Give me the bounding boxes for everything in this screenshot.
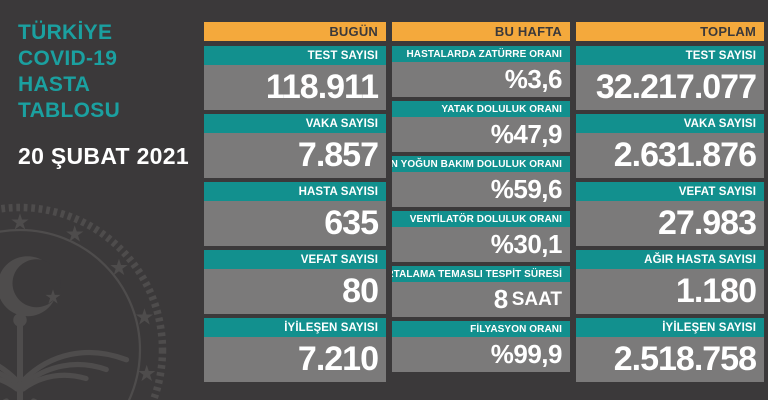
stat-value-box: 635 [204, 201, 386, 246]
stat-value: %59,6 [490, 174, 563, 204]
svg-text:★: ★ [10, 209, 30, 235]
column-header: BU HAFTA [392, 22, 570, 41]
stat-value-box: 118.911 [204, 65, 386, 110]
stat-value-box: 7.857 [204, 133, 386, 178]
stat-card: TEST SAYISI 32.217.077 [576, 46, 764, 110]
health-ministry-logo-icon: ★ ★ ★ ★ ★ ★ ★ ★ ★ ★ ★ [0, 203, 167, 400]
stat-value-box: %99,9 [392, 337, 570, 372]
stat-value-box: 7.210 [204, 337, 386, 382]
stat-value-box: %59,6 [392, 172, 570, 207]
stat-value: 118.911 [265, 68, 379, 106]
stat-label: FİLYASYON ORANI [392, 321, 570, 337]
stat-value: 7.210 [297, 340, 379, 378]
stat-value-box: 1.180 [576, 269, 764, 314]
stat-value: 80 [342, 272, 379, 310]
title-line: HASTA [18, 73, 91, 96]
stat-label: HASTA SAYISI [204, 182, 386, 201]
title-line: COVID-19 [18, 47, 118, 70]
stat-value-box: 2.518.758 [576, 337, 764, 382]
stat-label: YATAK DOLULUK ORANI [392, 101, 570, 117]
stat-card: FİLYASYON ORANI %99,9 [392, 321, 570, 372]
stat-label: VAKA SAYISI [576, 114, 764, 133]
svg-text:★: ★ [137, 361, 157, 387]
stat-value-box: %3,6 [392, 62, 570, 97]
stat-card: ERİŞKİN YOĞUN BAKIM DOLULUK ORANI %59,6 [392, 156, 570, 207]
stat-label: ERİŞKİN YOĞUN BAKIM DOLULUK ORANI [392, 156, 570, 172]
stats-column: TOPLAM TEST SAYISI 32.217.077 VAKA SAYIS… [576, 22, 764, 382]
stat-value: 635 [324, 204, 379, 242]
stat-card: HASTALARDA ZATÜRRE ORANI %3,6 [392, 46, 570, 97]
stat-card: VAKA SAYISI 2.631.876 [576, 114, 764, 178]
title-line: TÜRKİYE [18, 21, 113, 44]
stat-label: VEFAT SAYISI [204, 250, 386, 269]
page-title: TÜRKİYE COVID-19 HASTA TABLOSU [18, 20, 120, 124]
stat-card: ORTALAMA TEMASLI TESPİT SÜRESİ 8 SAAT [392, 266, 570, 317]
stat-value-box: %30,1 [392, 227, 570, 262]
stat-value-box: 8 SAAT [392, 282, 570, 317]
stat-card: AĞIR HASTA SAYISI 1.180 [576, 250, 764, 314]
stat-label: İYİLEŞEN SAYISI [576, 318, 764, 337]
stat-value: 27.983 [658, 204, 757, 242]
stat-card: İYİLEŞEN SAYISI 7.210 [204, 318, 386, 382]
stat-label: ORTALAMA TEMASLI TESPİT SÜRESİ [392, 266, 570, 282]
stat-value: 2.631.876 [613, 136, 757, 174]
stat-card: VAKA SAYISI 7.857 [204, 114, 386, 178]
stat-value-box: 27.983 [576, 201, 764, 246]
column-header: TOPLAM [576, 22, 764, 41]
stat-value: %3,6 [504, 64, 563, 94]
stat-card: TEST SAYISI 118.911 [204, 46, 386, 110]
stat-value: 7.857 [297, 136, 379, 174]
stat-value: 8 [493, 284, 508, 314]
report-date: 20 ŞUBAT 2021 [18, 143, 189, 169]
stat-label: AĞIR HASTA SAYISI [576, 250, 764, 269]
stat-value-box: 80 [204, 269, 386, 314]
title-line: TABLOSU [18, 99, 121, 122]
stat-value: 1.180 [675, 272, 757, 310]
stat-card: YATAK DOLULUK ORANI %47,9 [392, 101, 570, 152]
stat-value-box: %47,9 [392, 117, 570, 152]
svg-text:★: ★ [109, 255, 129, 281]
column-header: BUGÜN [204, 22, 386, 41]
stats-column: BU HAFTA HASTALARDA ZATÜRRE ORANI %3,6 Y… [392, 22, 570, 372]
svg-text:★: ★ [65, 221, 85, 247]
stat-value: %47,9 [490, 119, 563, 149]
stat-value: %30,1 [490, 229, 563, 259]
stat-card: VEFAT SAYISI 80 [204, 250, 386, 314]
stat-label: TEST SAYISI [576, 46, 764, 65]
stat-label: HASTALARDA ZATÜRRE ORANI [392, 46, 570, 62]
stat-card: VEFAT SAYISI 27.983 [576, 182, 764, 246]
stat-value-suffix: SAAT [511, 288, 562, 310]
stat-value-box: 32.217.077 [576, 65, 764, 110]
stat-value: 2.518.758 [613, 340, 757, 378]
stat-card: İYİLEŞEN SAYISI 2.518.758 [576, 318, 764, 382]
stat-value-box: 2.631.876 [576, 133, 764, 178]
stat-card: HASTA SAYISI 635 [204, 182, 386, 246]
stat-card: VENTİLATÖR DOLULUK ORANI %30,1 [392, 211, 570, 262]
stat-label: TEST SAYISI [204, 46, 386, 65]
stat-label: VENTİLATÖR DOLULUK ORANI [392, 211, 570, 227]
stat-label: İYİLEŞEN SAYISI [204, 318, 386, 337]
stat-label: VAKA SAYISI [204, 114, 386, 133]
stat-label: VEFAT SAYISI [576, 182, 764, 201]
stat-value: %99,9 [490, 339, 563, 369]
stat-value: 32.217.077 [595, 68, 757, 106]
svg-text:★: ★ [134, 305, 154, 331]
svg-text:★: ★ [44, 286, 61, 309]
stats-column: BUGÜN TEST SAYISI 118.911 VAKA SAYISI 7.… [204, 22, 386, 382]
